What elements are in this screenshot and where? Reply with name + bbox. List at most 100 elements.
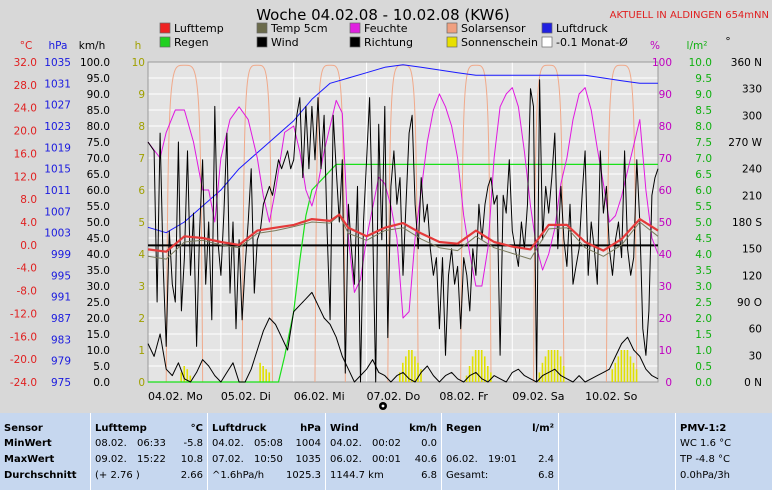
sunshine-h-tick: 4	[138, 249, 145, 261]
lm2-tick: 4.0	[695, 249, 712, 261]
deg-tick: 240	[742, 164, 762, 176]
wind-min-date: 04.02.	[330, 438, 362, 449]
hpa-tick: 1007	[44, 206, 71, 218]
luftdruck-min-date: 04.02.	[212, 438, 244, 449]
legend-label-temp5cm: Temp 5cm	[270, 22, 328, 35]
sunshine-bar-12	[411, 350, 413, 382]
sunshine-bar-41	[632, 362, 635, 382]
sunshine-bar-22	[483, 356, 486, 382]
deg-tick: 270 W	[728, 137, 762, 149]
luftdruck-avg-value: 1025.3	[286, 470, 321, 481]
legend-swatch-feuchte	[349, 22, 361, 34]
pct-tick: 60	[659, 185, 672, 197]
kmh-tick: 45.0	[87, 233, 110, 245]
series-richtung	[147, 79, 659, 383]
sunshine-bar-28	[547, 350, 550, 382]
temp-tick: 8.0	[20, 194, 37, 206]
weather-chart: 32.028.024.020.016.012.08.04.00.0-4.0-8.…	[10, 6, 769, 410]
sunshine-h-tick: 10	[132, 57, 145, 69]
sunshine-bar-36	[617, 356, 620, 382]
kmh-tick: 90.0	[87, 89, 110, 101]
luftdruck-min-value: 1004	[295, 438, 321, 449]
wind-unit: km/h	[409, 423, 437, 434]
sunshine-bar-8	[398, 372, 401, 382]
kmh-tick: 0.0	[93, 377, 110, 389]
temp-tick: 28.0	[14, 80, 37, 92]
kmh-tick: 50.0	[87, 217, 110, 229]
lm2-tick: 9.0	[695, 89, 712, 101]
hpa-tick: 1015	[44, 164, 71, 176]
wind-min-value: 0.0	[421, 438, 437, 449]
hpa-tick: 1019	[44, 142, 71, 154]
temp-tick: 24.0	[14, 103, 37, 115]
hpa-tick: 983	[51, 334, 71, 346]
wind-max-value: 40.6	[414, 454, 437, 465]
wind-min-time: 00:02	[372, 438, 401, 449]
sunshine-bar-17	[468, 366, 471, 382]
lufttemp-min-date: 08.02.	[95, 438, 127, 449]
legend-label-regen: Regen	[174, 36, 209, 49]
solarsensor-span-0	[165, 64, 204, 383]
pmv-pressure-trend: 0.0hPa/3h	[680, 470, 731, 481]
sunshine-bar-24	[490, 372, 492, 382]
kmh-tick: 15.0	[87, 329, 110, 341]
wind-column: Wind km/h 04.02. 00:02 0.0 06.02. 00:01 40.6 …	[325, 413, 441, 490]
legend-label-solarsensor: Solarsensor	[461, 22, 526, 35]
legend-label-lufttemp: Lufttemp	[174, 22, 224, 35]
legend-swatch-temp5cm	[256, 22, 268, 34]
kmh-tick: 80.0	[87, 121, 110, 133]
legend-swatch-sonnenschein	[446, 36, 458, 48]
luftdruck-header: Luftdruck	[212, 423, 267, 434]
sunshine-bar-29	[550, 350, 553, 382]
solarsensor-span-5	[533, 64, 565, 383]
day-label-4: 08.02. Fr	[439, 390, 488, 403]
scroll-marker[interactable]	[379, 402, 387, 410]
temp-unit: °C	[20, 40, 33, 52]
sunshine-bar-39	[626, 350, 629, 382]
pct-unit: %	[650, 40, 660, 52]
legend-swatch-wind	[256, 36, 268, 48]
sunshine-h-tick: 2	[138, 313, 145, 325]
wind-avg-value: 6.8	[421, 470, 437, 481]
kmh-tick: 30.0	[87, 281, 110, 293]
temp-tick: -20.0	[10, 354, 37, 366]
legend-label-sonnenschein: Sonnenschein	[461, 36, 538, 49]
deg-tick: 150	[742, 244, 762, 256]
temp-tick: -16.0	[10, 331, 37, 343]
legend-swatch-richtung	[349, 36, 361, 48]
kmh-tick: 85.0	[87, 105, 110, 117]
sunshine-bar-33	[562, 366, 565, 382]
regen-unit: l/m²	[532, 423, 554, 434]
lm2-tick: 2.0	[695, 313, 712, 325]
station-label: AKTUELL IN ALDINGEN 654mNN	[610, 10, 769, 21]
sunshine-bar-42	[635, 369, 638, 382]
pct-tick: 70	[659, 153, 672, 165]
hpa-tick: 987	[51, 313, 71, 325]
sunshine-bar-18	[471, 356, 474, 382]
sunshine-bar-21	[480, 350, 483, 382]
sunshine-bar-31	[556, 350, 559, 382]
day-label-0: 04.02. Mo	[148, 390, 203, 403]
temp-tick: -4.0	[17, 263, 38, 275]
hpa-tick: 975	[51, 377, 71, 389]
day-label-3: 07.02. Do	[367, 390, 421, 403]
solarsensor-span-4	[460, 64, 492, 383]
series-lufttemp	[147, 213, 659, 253]
luftdruck-max-date: 07.02.	[212, 454, 244, 465]
pct-tick: 0	[665, 377, 672, 389]
solarsensor-span-6	[605, 64, 638, 383]
kmh-tick: 20.0	[87, 313, 110, 325]
lm2-tick: 6.0	[695, 185, 712, 197]
lm2-unit: l/m²	[687, 40, 708, 52]
legend-label-luftdruck: Luftdruck	[556, 22, 608, 35]
solarsensor-span-2	[314, 64, 346, 383]
pct-tick: 90	[659, 89, 672, 101]
legend-label-wind: Wind	[271, 36, 299, 49]
hpa-tick: 979	[51, 356, 71, 368]
sunshine-bar-37	[620, 350, 623, 382]
luftdruck-max-time: 10:50	[254, 454, 283, 465]
sunshine-h-tick: 8	[138, 121, 145, 133]
sunshine-bar-10	[405, 356, 407, 382]
sunshine-h-tick: 1	[138, 345, 145, 357]
temp-tick: 0.0	[20, 240, 37, 252]
